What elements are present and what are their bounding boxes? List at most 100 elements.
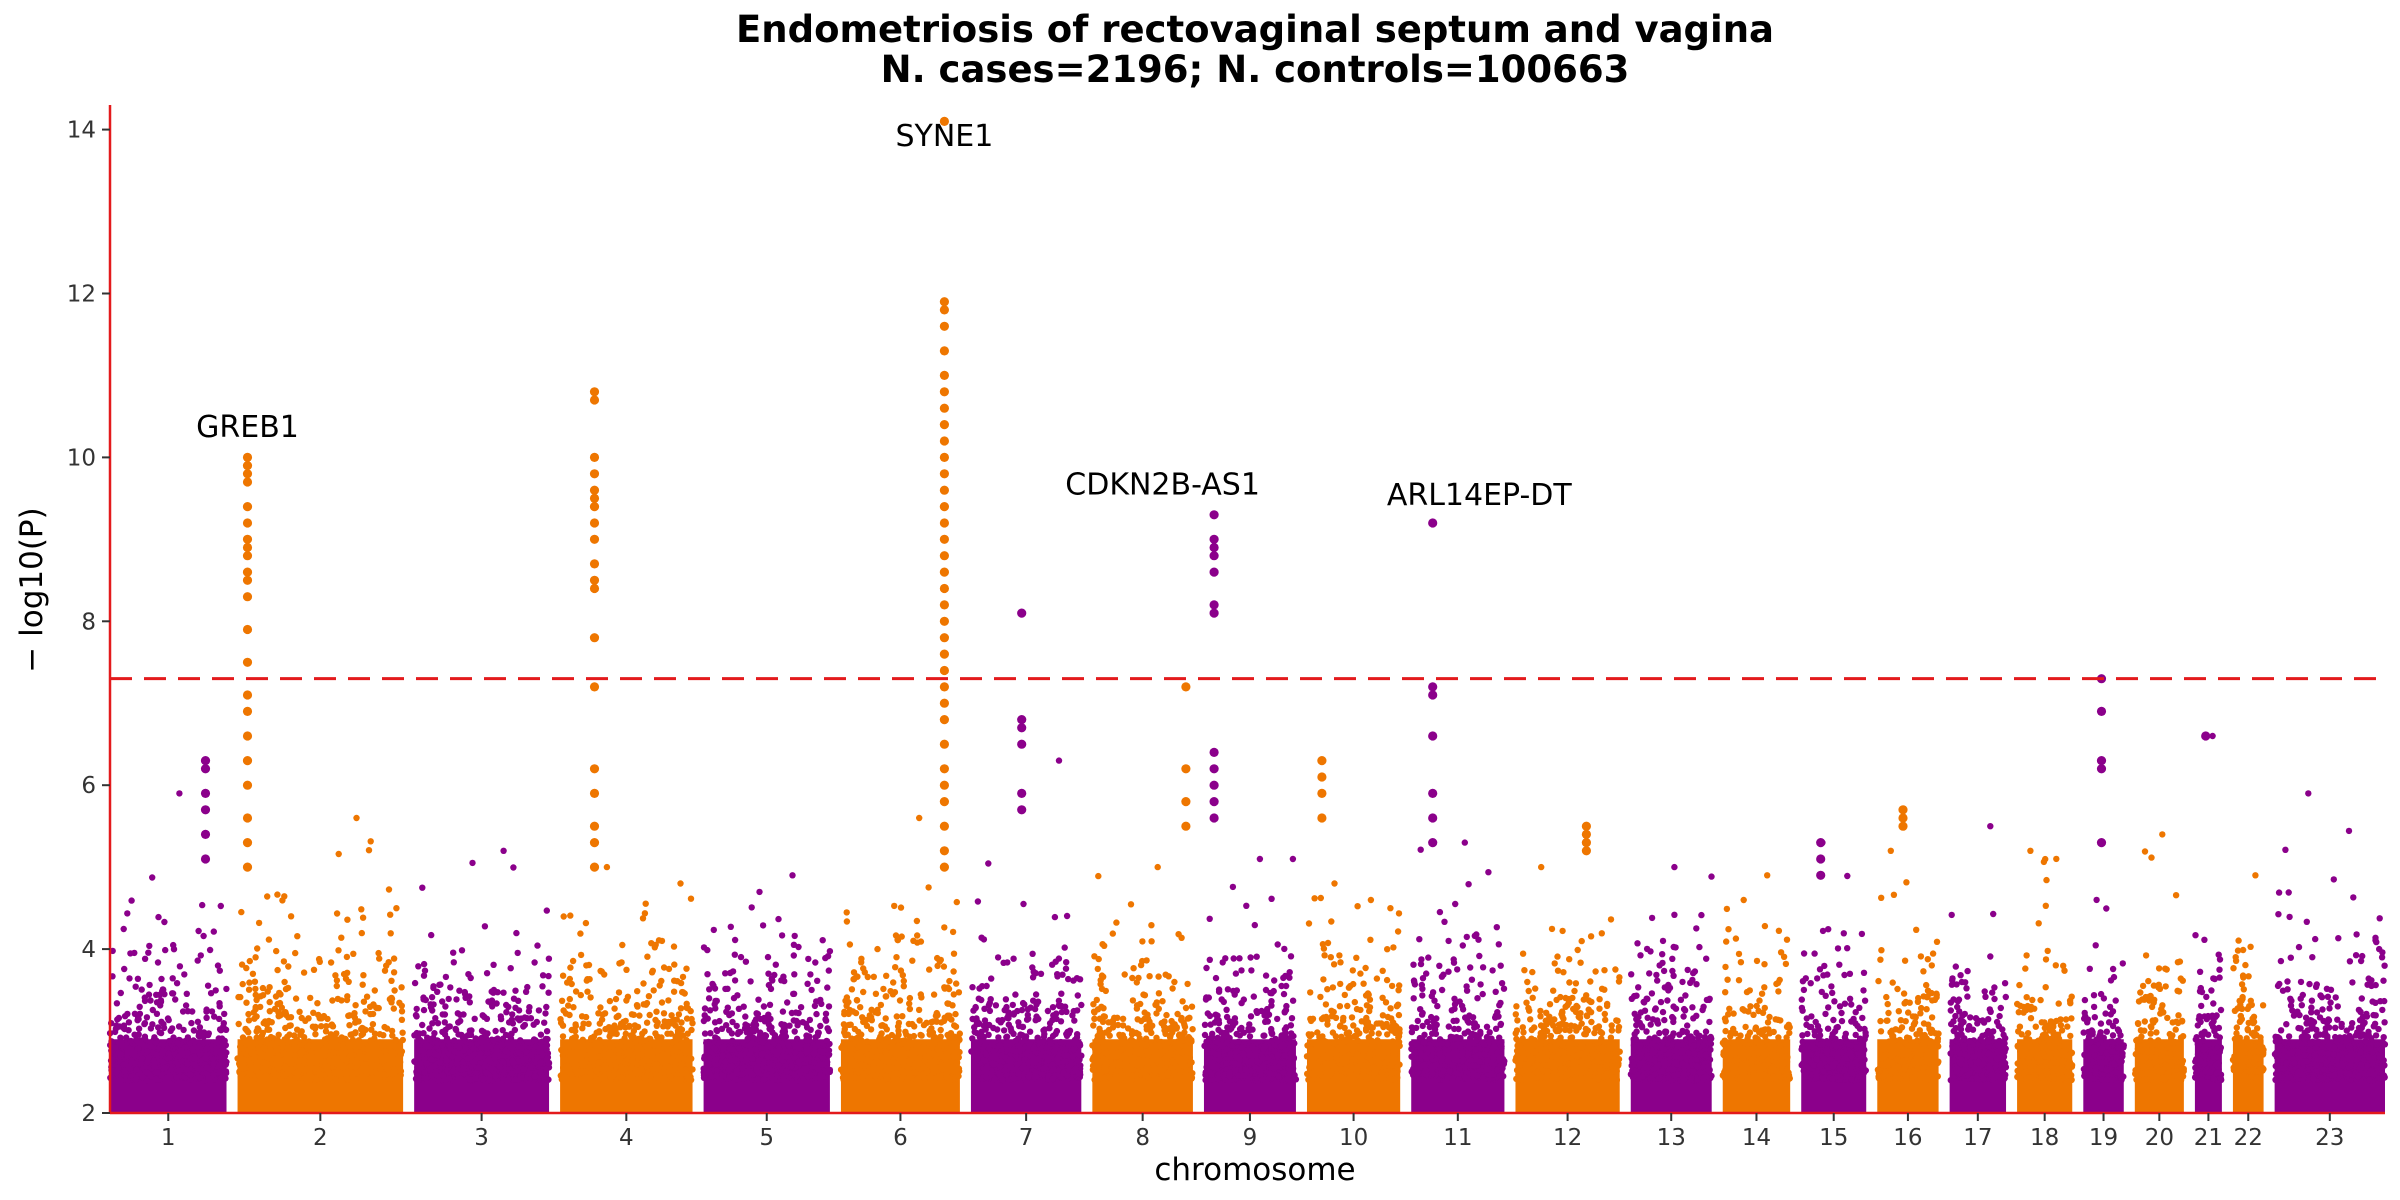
snp-point [754, 1035, 761, 1043]
snp-point [764, 953, 772, 961]
snp-point [368, 1026, 375, 1033]
snp-point [387, 911, 394, 918]
snp-point [911, 1069, 918, 1076]
snp-point [284, 1044, 292, 1052]
chart-subtitle: N. cases=2196; N. controls=100663 [881, 48, 1630, 91]
snp-point [281, 1050, 288, 1057]
snp-point [346, 1021, 353, 1029]
snp-point [497, 1015, 505, 1023]
snp-point [1020, 900, 1027, 908]
snp-point [582, 919, 590, 927]
snp-point [742, 958, 750, 965]
snp-point [1021, 1056, 1028, 1063]
snp-point [411, 1058, 418, 1065]
snp-point [1145, 1074, 1152, 1081]
snp-point [493, 1044, 500, 1051]
snp-point [950, 1052, 957, 1060]
snp-point [734, 1070, 741, 1077]
snp-point [534, 1053, 541, 1061]
snp-point [375, 949, 382, 957]
snp-point [1383, 1059, 1390, 1066]
snp-point [221, 1053, 229, 1060]
snp-point [255, 919, 263, 927]
snp-point [567, 964, 574, 971]
snp-point [121, 1025, 128, 1033]
snp-point [450, 949, 457, 956]
snp-point [937, 1026, 944, 1034]
snp-point [151, 1034, 158, 1041]
snp-point [1265, 1075, 1272, 1083]
snp-point [500, 847, 507, 854]
snp-point [883, 1037, 890, 1045]
snp-point [1181, 1057, 1189, 1065]
snp-point [187, 1071, 194, 1078]
snp-point [1153, 999, 1161, 1006]
snp-point [778, 932, 786, 939]
snp-point [371, 987, 378, 994]
snp-point [941, 985, 948, 992]
snp-point [980, 1022, 988, 1030]
snp-point [260, 1019, 267, 1027]
snp-point [1226, 1034, 1233, 1042]
snp-point [812, 1034, 819, 1041]
snp-point [1268, 895, 1275, 902]
snp-point [1175, 1032, 1183, 1039]
snp-point [853, 973, 860, 980]
snp-point [1103, 1050, 1110, 1057]
snp-point [1354, 903, 1361, 910]
snp-point [1098, 985, 1106, 993]
snp-point [1236, 955, 1243, 962]
snp-point [857, 1049, 865, 1056]
snp-point [566, 995, 573, 1003]
snp-point [131, 1010, 139, 1017]
snp-point [601, 971, 608, 978]
snp-point [1387, 1005, 1394, 1012]
snp-point [759, 1039, 767, 1047]
snp-point [366, 1003, 374, 1010]
snp-point [531, 1072, 539, 1080]
snp-point [606, 1049, 613, 1056]
snp-point [643, 1019, 651, 1026]
chromosome-10-points [1303, 880, 1403, 1113]
snp-point [677, 979, 685, 987]
snp-point [1213, 1016, 1221, 1024]
snp-point [679, 973, 687, 981]
snp-point [1012, 991, 1019, 998]
snp-point [1375, 1020, 1383, 1027]
snp-point [388, 1069, 395, 1077]
snp-point [724, 985, 731, 992]
snp-point [1179, 998, 1186, 1005]
snp-point [562, 1048, 569, 1056]
snp-point [539, 983, 546, 990]
snp-point [1000, 1027, 1008, 1034]
snp-point [1094, 1006, 1102, 1013]
snp-point [822, 1010, 830, 1017]
snp-point [399, 1036, 406, 1044]
snp-point [385, 886, 393, 893]
snp-point [1032, 991, 1040, 998]
snp-point [1153, 1010, 1160, 1017]
snp-point [334, 1036, 341, 1043]
snp-point [238, 961, 246, 968]
snp-point [221, 1037, 228, 1045]
snp-point [579, 1036, 586, 1044]
snp-point [159, 1048, 167, 1056]
snp-point [863, 1022, 871, 1029]
snp-point [1215, 986, 1223, 993]
snp-point [157, 1002, 164, 1009]
snp-point [1004, 959, 1011, 966]
snp-point [353, 1059, 360, 1067]
snp-point [580, 1020, 587, 1027]
snp-point [1050, 1012, 1057, 1019]
snp-point [252, 991, 259, 999]
snp-point [1097, 1028, 1104, 1035]
snp-point [825, 967, 832, 974]
snp-point [135, 1031, 142, 1038]
snp-point [443, 1057, 450, 1064]
snp-point [797, 1070, 804, 1077]
snp-point [259, 1029, 266, 1037]
snp-point [1139, 938, 1146, 945]
snp-point [335, 947, 342, 954]
snp-point [274, 966, 281, 974]
snp-point [449, 1053, 456, 1060]
